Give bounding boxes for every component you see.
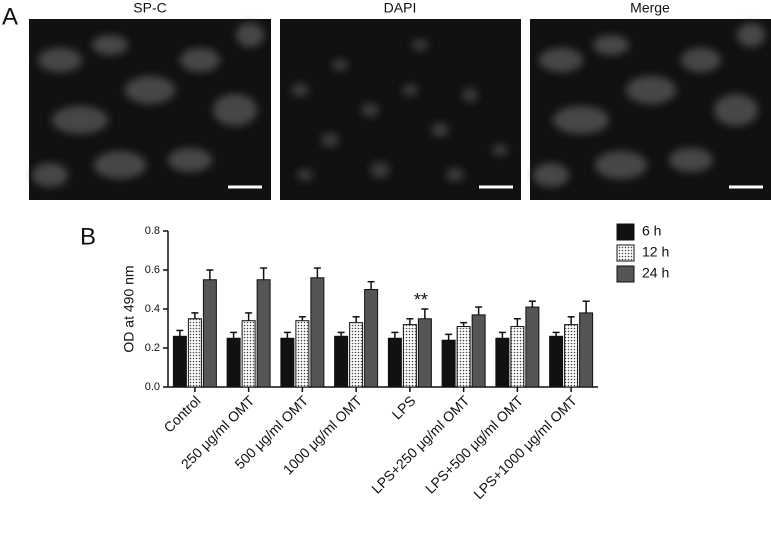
panel-label: A <box>2 3 18 30</box>
bar <box>495 337 510 388</box>
x-tick-label: LPS+250 μg/ml OMT <box>368 392 473 497</box>
y-tick-label: 0.6 <box>145 264 160 276</box>
bar <box>510 326 525 388</box>
x-tick-label: LPS+500 μg/ml OMT <box>422 392 527 497</box>
y-tick-label: 0.8 <box>145 225 160 237</box>
bar <box>256 279 271 388</box>
x-tick-label: Control <box>160 392 203 435</box>
panel-label: B <box>80 223 96 250</box>
bar <box>295 320 310 388</box>
micrograph <box>530 19 771 200</box>
bar <box>364 289 379 388</box>
bar <box>549 335 564 388</box>
bar <box>202 279 217 388</box>
bar <box>187 318 202 388</box>
legend-swatch <box>616 265 635 283</box>
bar <box>349 322 364 388</box>
significance-annotation: ** <box>414 290 428 310</box>
image-title: Merge <box>630 0 670 16</box>
bar <box>564 324 579 388</box>
bar <box>172 335 187 388</box>
micrograph <box>29 19 271 200</box>
bar <box>471 314 486 388</box>
legend-swatch <box>616 244 635 262</box>
image-title: DAPI <box>384 0 417 16</box>
y-axis-title: OD at 490 nm <box>121 265 137 352</box>
bar <box>334 335 349 388</box>
bar <box>402 324 417 388</box>
legend-label: 6 h <box>642 223 661 239</box>
x-tick-label: LPS+1000 μg/ml OMT <box>470 392 580 502</box>
bar <box>417 318 432 388</box>
bar <box>310 277 325 388</box>
bar <box>456 326 471 388</box>
bar <box>226 337 241 388</box>
legend-label: 12 h <box>642 244 669 260</box>
bar <box>280 337 295 388</box>
bar <box>387 337 402 388</box>
x-tick-label: LPS <box>389 392 419 422</box>
y-tick-label: 0.0 <box>145 381 160 393</box>
y-tick-label: 0.4 <box>145 303 160 315</box>
bar <box>241 320 256 388</box>
bar <box>579 312 594 388</box>
y-tick-label: 0.2 <box>145 342 160 354</box>
micrograph <box>280 19 521 200</box>
legend-label: 24 h <box>642 265 669 281</box>
legend-swatch <box>616 223 635 241</box>
bar <box>441 339 456 388</box>
image-title: SP-C <box>133 0 166 16</box>
bar <box>525 306 540 388</box>
